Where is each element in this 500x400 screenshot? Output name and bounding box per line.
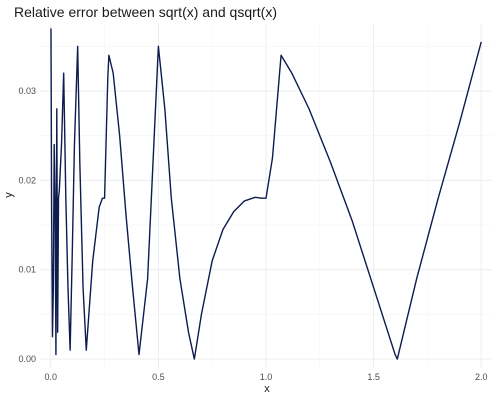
- y-tick-label: 0.03: [18, 86, 36, 96]
- x-tick-label: 0.0: [45, 372, 58, 382]
- x-tick-label: 2.0: [475, 372, 488, 382]
- y-tick-label: 0.01: [18, 265, 36, 275]
- x-axis-title: x: [264, 383, 270, 395]
- chart-title: Relative error between sqrt(x) and qsqrt…: [14, 4, 277, 20]
- x-tick-label: 0.5: [152, 372, 165, 382]
- y-tick-label: 0.00: [18, 354, 36, 364]
- x-tick-label: 1.0: [260, 372, 273, 382]
- series-line: [50, 28, 482, 360]
- axis-ticks: 0.0 0.5 1.0 1.5 2.0 0.00 0.01 0.02 0.03: [18, 86, 487, 382]
- y-axis-title: y: [3, 192, 15, 198]
- grid: [40, 24, 492, 368]
- x-tick-label: 1.5: [367, 372, 380, 382]
- series-layer: [50, 28, 482, 360]
- y-tick-label: 0.02: [18, 175, 36, 185]
